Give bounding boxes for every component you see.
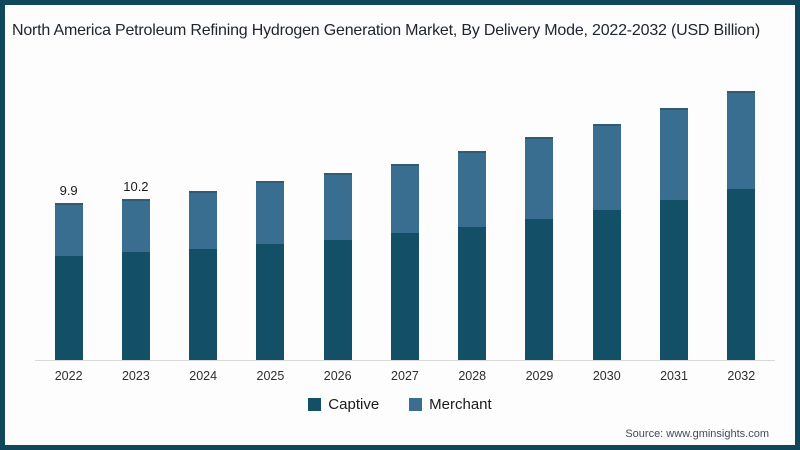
bar-segment-merchant [189,190,218,250]
bar-column: 2032 [708,75,775,383]
legend-swatch-icon [308,398,322,411]
x-axis-tick-label: 2032 [727,369,756,383]
stacked-bar [256,181,285,360]
stacked-bar [592,124,621,360]
bar-segment-merchant [256,181,285,245]
bar-segment-captive [458,227,487,360]
bar-segment-captive [592,209,621,360]
bar-value-label: 10.2 [123,178,149,194]
bar-column: 2025 [237,75,304,383]
stacked-bar [458,151,487,360]
bar-segment-captive [323,239,352,360]
bar-column: 2031 [640,75,707,383]
bar-segment-captive [390,233,419,360]
stacked-bar [660,108,689,360]
stacked-bar [727,90,756,360]
source-attribution: Source: www.gminsights.com [625,428,769,440]
stacked-bar [121,198,150,360]
legend-item-captive: Captive [308,396,379,413]
bar-segment-merchant [727,90,756,189]
legend-label: Captive [328,396,380,413]
bar-segment-captive [189,249,218,360]
bar-segment-merchant [390,163,419,234]
bar-segment-merchant [525,136,554,220]
bar-column: 2030 [573,75,640,383]
stacked-bar [54,203,83,360]
x-axis-tick-label: 2029 [525,369,554,383]
legend: Captive Merchant [5,396,795,413]
x-axis-tick-label: 2027 [391,369,419,383]
plot-area: 9.9 2022 10.2 2023 2024 2025 2026 2027 2028 2029 2… [35,75,775,383]
bar-column: 2024 [170,75,237,383]
legend-item-merchant: Merchant [409,396,492,413]
legend-swatch-icon [409,398,423,411]
x-axis-tick-label: 2024 [189,369,218,383]
bar-segment-captive [525,219,554,360]
bar-segment-merchant [592,124,621,210]
bar-column: 10.2 2023 [102,75,169,383]
bar-segment-captive [121,252,150,360]
bar-column: 2027 [371,75,438,383]
stacked-bar [189,190,218,360]
bar-segment-captive [54,255,83,360]
x-axis-tick-label: 2028 [458,369,487,383]
bar-segment-merchant [458,151,487,227]
bar-column: 9.9 2022 [35,75,102,383]
stacked-bar [390,163,419,360]
bar-segment-merchant [660,108,689,201]
bar-segment-merchant [54,203,83,256]
bar-segment-captive [660,200,689,360]
bar-segment-merchant [323,173,352,240]
bar-column: 2029 [506,75,573,383]
stacked-bar [525,136,554,360]
x-axis-tick-label: 2026 [323,369,352,383]
bar-value-label: 9.9 [59,183,78,199]
stacked-bar [323,173,352,360]
bar-segment-captive [727,189,756,360]
bar-column: 2028 [439,75,506,383]
x-axis-tick-label: 2022 [54,369,83,383]
bar-segment-captive [256,244,285,360]
legend-label: Merchant [429,396,492,413]
bar-column: 2026 [304,75,371,383]
x-axis-tick-label: 2023 [121,369,150,383]
x-axis-tick-label: 2030 [592,369,621,383]
x-axis-tick-label: 2025 [256,369,285,383]
x-axis-tick-label: 2031 [660,369,688,383]
bar-segment-merchant [121,198,150,253]
chart-title: North America Petroleum Refining Hydroge… [12,22,760,39]
